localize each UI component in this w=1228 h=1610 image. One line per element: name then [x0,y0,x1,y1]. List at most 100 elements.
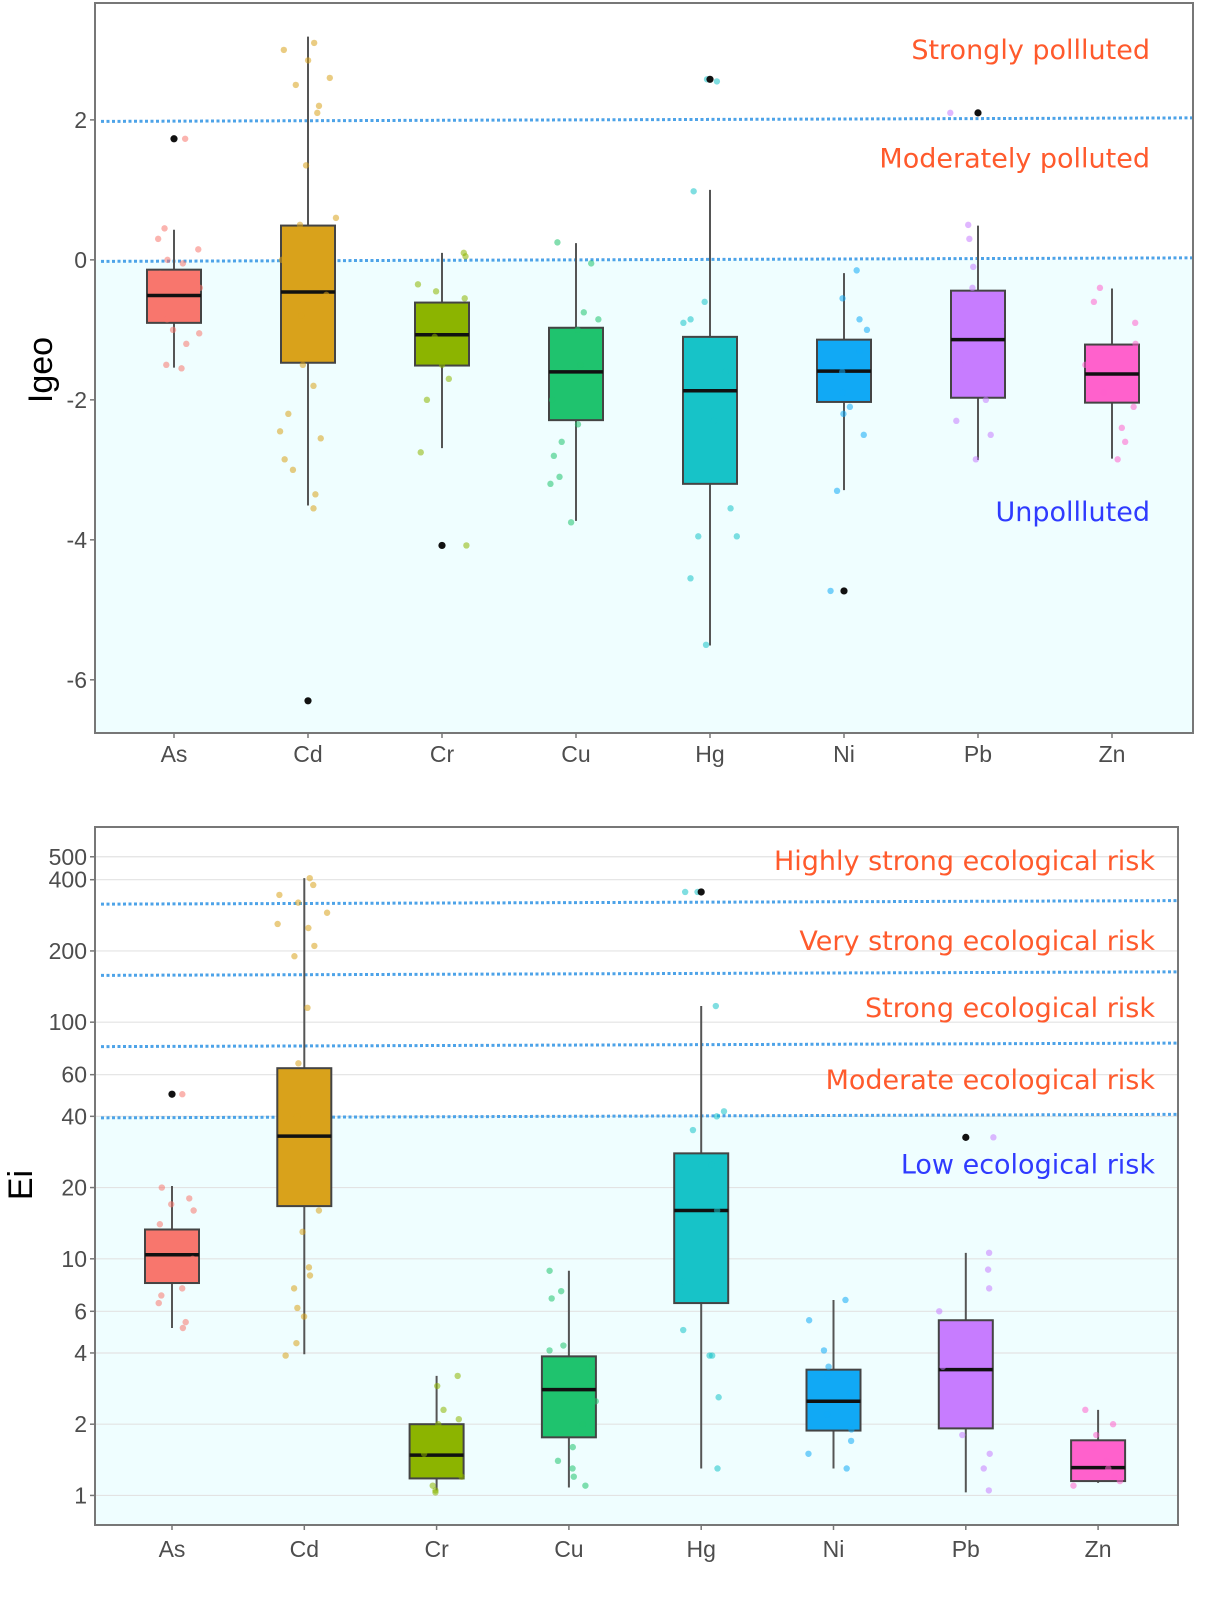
jitter-point [293,1339,300,1347]
jitter-point [440,1406,447,1414]
jitter-point [455,1415,463,1423]
jitter-point [863,326,871,334]
iqr-box [548,326,604,422]
box-ni [816,267,872,595]
jitter-point [714,1465,721,1472]
ei-threshold-line [100,1112,1179,1120]
jitter-point [326,74,333,82]
jitter-point [587,260,595,267]
jitter-point [293,1113,301,1120]
jitter-point [554,1457,562,1465]
box-cd [276,36,340,705]
y-tick-label: 0 [74,247,87,273]
jitter-point [299,361,307,369]
jitter-point [310,382,317,390]
jitter-point [445,1465,452,1472]
x-tick-label: Hg [695,741,724,767]
jitter-point [570,1473,577,1480]
jitter-point [429,1482,436,1489]
y-tick-label: -4 [67,527,88,553]
jitter-point [1116,1477,1124,1485]
jitter-point [179,1091,186,1098]
jitter-point [1096,284,1104,292]
jitter-point [291,953,298,960]
jitter-point [196,330,203,337]
jitter-point [947,109,954,117]
jitter-point [833,487,841,495]
jitter-point [985,1249,993,1257]
jitter-point [434,1382,441,1390]
jitter-point [423,396,431,404]
jitter-point [560,1342,567,1349]
jitter-point [569,1443,576,1451]
y-tick-label: 2 [74,1411,87,1437]
jitter-point [1105,1465,1112,1472]
jitter-point [1103,1457,1110,1465]
jitter-point [168,1201,175,1208]
ei-threshold-line [100,899,1179,906]
jitter-point [158,1184,166,1191]
jitter-point [183,340,190,348]
iqr-box [673,1152,730,1305]
annotation-label: Moderately polluted [879,143,1150,174]
igeo-axis-title: Igeo [22,337,60,403]
jitter-point [825,1363,832,1370]
jitter-point [695,533,702,540]
ei-plot-frame [94,826,1179,1526]
jitter-point [827,587,834,595]
box-zn [1082,284,1140,463]
box-cd [274,874,333,1359]
jitter-point [295,1060,302,1067]
jitter-point [156,270,164,278]
jitter-point [310,505,317,512]
iqr-box [937,1319,994,1430]
jitter-point [445,375,453,383]
x-tick-label: Cr [424,1536,449,1562]
jitter-point [195,246,202,253]
jitter-point [546,1347,553,1354]
jitter-point [299,1228,306,1236]
jitter-point [953,417,960,425]
jitter-point [163,361,170,369]
jitter-point [296,221,304,229]
jitter-point [990,1134,997,1141]
jitter-point [853,267,860,274]
y-tick-label: 4 [74,1340,87,1366]
jitter-point [300,1313,308,1320]
outlier-point [697,888,705,896]
outlier-point [304,697,312,705]
jitter-point [289,466,297,474]
y-tick-label: -2 [67,387,87,413]
jitter-point [1130,403,1137,411]
box-pb [936,1133,997,1494]
jitter-point [579,1421,587,1428]
jitter-point [305,1264,313,1271]
box-ni [805,1296,862,1472]
jitter-point [580,309,588,316]
y-tick-label: -6 [67,667,87,693]
jitter-point [980,1465,987,1472]
outlier-point [706,75,714,83]
outlier-point [962,1133,970,1141]
jitter-point [722,368,729,376]
jitter-point [839,295,846,302]
jitter-point [154,235,162,243]
jitter-point [310,39,318,47]
jitter-point [1131,319,1139,327]
jitter-point [310,881,317,889]
jitter-point [1114,456,1121,463]
jitter-point [856,316,863,323]
x-tick-label: Zn [1085,1536,1112,1562]
jitter-point [432,288,440,295]
jitter-point [860,431,867,439]
jitter-point [315,1207,323,1214]
jitter-point [311,942,318,950]
jitter-point [302,162,310,169]
jitter-point [713,1207,721,1214]
box-hg [673,888,730,1472]
jitter-point [179,260,187,267]
outlier-point [170,135,178,143]
jitter-point [970,263,977,271]
jitter-point [1070,1482,1077,1489]
jitter-point [567,519,575,526]
